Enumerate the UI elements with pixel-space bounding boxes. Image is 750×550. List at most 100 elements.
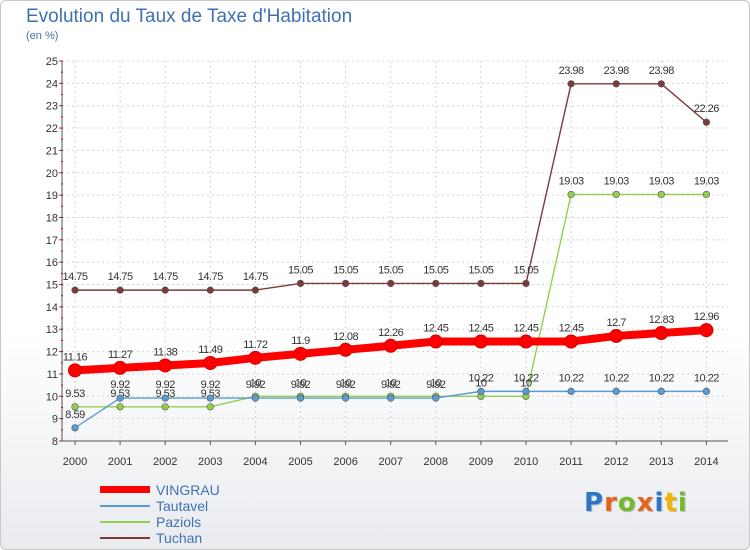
point-tuchan-2011 bbox=[567, 80, 575, 88]
data-label-vingrau-2013: 12.83 bbox=[649, 314, 674, 326]
data-label-paziols-2008: 10 bbox=[430, 377, 442, 389]
point-vingrau-2007 bbox=[383, 338, 398, 353]
data-label-vingrau-2010: 12.45 bbox=[513, 323, 538, 335]
data-label-vingrau-2004: 11.72 bbox=[243, 339, 268, 351]
data-label-vingrau-2014: 12.96 bbox=[694, 311, 719, 323]
data-label-paziols-2014: 19.03 bbox=[694, 175, 719, 187]
point-tautavel-2000 bbox=[71, 424, 79, 432]
chart-subtitle: (en %) bbox=[26, 30, 59, 42]
point-tautavel-2003 bbox=[206, 394, 214, 402]
data-label-paziols-2012: 19.03 bbox=[604, 175, 629, 187]
x-tick-label-2010: 2010 bbox=[514, 456, 538, 468]
point-tautavel-2012 bbox=[612, 387, 620, 395]
x-tick-label-2000: 2000 bbox=[63, 456, 87, 468]
data-label-tautavel-2000: 8.59 bbox=[65, 409, 85, 421]
point-vingrau-2006 bbox=[338, 342, 353, 357]
point-tautavel-2001 bbox=[116, 394, 124, 402]
y-tick-label-22: 22 bbox=[46, 123, 58, 135]
point-tuchan-2001 bbox=[116, 286, 124, 294]
point-tautavel-2008 bbox=[432, 394, 440, 402]
y-tick-label-10: 10 bbox=[46, 391, 58, 403]
data-label-vingrau-2003: 11.49 bbox=[198, 344, 223, 356]
data-label-tautavel-2014: 10.22 bbox=[694, 372, 719, 384]
y-tick-label-21: 21 bbox=[46, 145, 58, 157]
x-tick-label-2007: 2007 bbox=[378, 456, 402, 468]
point-tuchan-2004 bbox=[251, 286, 259, 294]
data-label-tuchan-2009: 15.05 bbox=[468, 264, 493, 276]
data-label-tautavel-2009: 10.22 bbox=[468, 372, 493, 384]
point-vingrau-2010 bbox=[519, 334, 533, 349]
point-tuchan-2000 bbox=[71, 286, 79, 294]
data-label-tautavel-2008: 9.92 bbox=[426, 379, 446, 391]
data-label-tuchan-2014: 22.26 bbox=[694, 103, 719, 115]
data-label-tautavel-2003: 9.92 bbox=[201, 379, 221, 391]
data-label-tautavel-2006: 9.92 bbox=[336, 379, 356, 391]
logo-letter: t bbox=[664, 488, 678, 518]
point-vingrau-2005 bbox=[293, 346, 308, 361]
data-label-tuchan-2005: 15.05 bbox=[288, 264, 313, 276]
x-tick-label-2002: 2002 bbox=[153, 456, 177, 468]
point-vingrau-2004 bbox=[248, 350, 263, 365]
series-layer: 14.75 14.75 14.75 14.75 14.75 15.05 15.05 15.05… bbox=[62, 65, 720, 432]
data-label-paziols-2005: 10 bbox=[295, 377, 307, 389]
data-label-tautavel-2001: 9.92 bbox=[110, 379, 130, 391]
data-label-tuchan-2012: 23.98 bbox=[604, 65, 629, 77]
point-tuchan-2009 bbox=[477, 279, 485, 288]
data-label-tautavel-2010: 10.22 bbox=[513, 372, 538, 384]
x-tick-label-2008: 2008 bbox=[424, 456, 448, 468]
data-label-vingrau-2011: 12.45 bbox=[559, 323, 584, 335]
data-label-tautavel-2004: 9.92 bbox=[246, 379, 266, 391]
x-tick-label-2006: 2006 bbox=[333, 456, 357, 468]
point-tuchan-2002 bbox=[161, 286, 169, 294]
data-label-tuchan-2010: 15.05 bbox=[513, 264, 538, 276]
data-label-paziols-2000: 9.53 bbox=[65, 388, 85, 400]
data-label-tautavel-2007: 9.92 bbox=[381, 379, 401, 391]
data-label-tuchan-2004: 14.75 bbox=[243, 271, 268, 283]
data-label-tuchan-2001: 14.75 bbox=[108, 271, 133, 283]
data-label-tuchan-2011: 23.98 bbox=[559, 65, 584, 77]
axes: 8 9 10 11 12 13 14 15 16 17 18 19 20 21 22 23 24 25 2000 20… bbox=[46, 56, 728, 468]
y-tick-label-25: 25 bbox=[46, 56, 58, 68]
y-tick-label-9: 9 bbox=[52, 414, 58, 426]
point-tautavel-2002 bbox=[161, 394, 169, 402]
point-paziols-2000 bbox=[71, 403, 79, 411]
point-vingrau-2014 bbox=[699, 323, 714, 338]
y-tick-label-15: 15 bbox=[46, 280, 58, 292]
point-vingrau-2000 bbox=[68, 363, 82, 378]
data-label-vingrau-2001: 11.27 bbox=[108, 349, 133, 361]
point-tautavel-2013 bbox=[657, 387, 665, 395]
y-tick-label-20: 20 bbox=[46, 168, 58, 180]
legend-label-vingrau: VINGRAU bbox=[156, 482, 220, 498]
point-tuchan-2003 bbox=[206, 286, 214, 294]
legend-swatch-paziols bbox=[100, 521, 150, 523]
point-paziols-2014 bbox=[702, 190, 711, 199]
data-label-tuchan-2006: 15.05 bbox=[333, 264, 358, 276]
data-label-vingrau-2008: 12.45 bbox=[423, 323, 448, 335]
y-tick-label-13: 13 bbox=[46, 324, 58, 336]
point-tuchan-2013 bbox=[657, 80, 665, 88]
data-label-tuchan-2013: 23.98 bbox=[649, 65, 674, 77]
data-label-tuchan-2000: 14.75 bbox=[62, 271, 87, 283]
point-tautavel-2010 bbox=[522, 387, 530, 395]
legend-swatch-tuchan bbox=[100, 537, 150, 539]
y-tick-label-23: 23 bbox=[46, 101, 58, 113]
x-tick-label-2004: 2004 bbox=[243, 456, 267, 468]
x-tick-label-2011: 2011 bbox=[559, 456, 583, 468]
point-tuchan-2006 bbox=[342, 279, 350, 288]
proxiti-logo: Proxiti bbox=[584, 488, 688, 518]
point-tautavel-2005 bbox=[296, 394, 305, 402]
logo-letter: i bbox=[677, 488, 688, 518]
point-tuchan-2005 bbox=[296, 279, 305, 288]
data-label-vingrau-2005: 11.9 bbox=[291, 335, 310, 347]
point-vingrau-2011 bbox=[564, 334, 579, 349]
point-tuchan-2012 bbox=[612, 80, 620, 88]
x-tick-label-2009: 2009 bbox=[469, 456, 493, 468]
point-vingrau-2012 bbox=[609, 328, 624, 343]
data-label-vingrau-2000: 11.16 bbox=[63, 351, 88, 363]
data-label-tuchan-2002: 14.75 bbox=[153, 271, 178, 283]
legend-label-tautavel: Tautavel bbox=[156, 498, 209, 514]
y-tick-label-18: 18 bbox=[46, 212, 58, 224]
data-label-vingrau-2006: 12.08 bbox=[333, 331, 358, 343]
point-vingrau-2013 bbox=[654, 326, 669, 341]
